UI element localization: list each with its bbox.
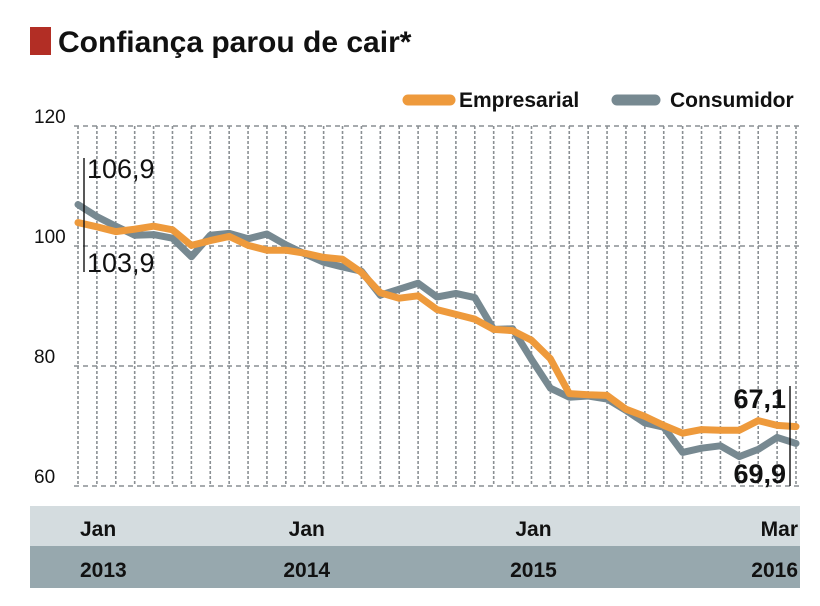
y-tick-label: 60 bbox=[34, 467, 55, 488]
annotation-empresarial-start: 103,9 bbox=[87, 248, 155, 278]
grid bbox=[74, 125, 802, 487]
chart-title: Confiança parou de cair* bbox=[58, 26, 412, 59]
x-tick-year: 2013 bbox=[80, 559, 127, 582]
legend: Empresarial Consumidor bbox=[402, 89, 794, 112]
x-tick-year: 2015 bbox=[510, 559, 557, 582]
y-axis: 60 80 100 120 bbox=[34, 107, 66, 488]
x-tick-month: Jan bbox=[80, 518, 116, 541]
series-line-empresarial bbox=[74, 219, 800, 437]
annotation-end-lower: 69,9 bbox=[733, 459, 786, 489]
legend-label-consumidor: Consumidor bbox=[670, 89, 794, 112]
x-tick-month: Jan bbox=[289, 518, 325, 541]
series-lines bbox=[74, 201, 800, 461]
y-tick-label: 120 bbox=[34, 107, 66, 128]
x-tick-month: Mar bbox=[761, 518, 798, 541]
x-axis: Jan 2013 Jan 2014 Jan 2015 Mar 2016 bbox=[80, 518, 798, 582]
annotation-end-upper: 67,1 bbox=[733, 384, 786, 414]
y-tick-label: 100 bbox=[34, 227, 66, 248]
x-tick-month: Jan bbox=[515, 518, 551, 541]
x-axis-month-band bbox=[30, 506, 800, 546]
y-tick-label: 80 bbox=[34, 347, 55, 368]
x-axis-year-band bbox=[30, 546, 800, 588]
annotations: 106,9 103,9 67,1 69,9 bbox=[83, 154, 791, 489]
legend-label-empresarial: Empresarial bbox=[459, 89, 579, 112]
x-tick-year: 2014 bbox=[283, 559, 330, 582]
annotation-consumidor-start: 106,9 bbox=[87, 154, 155, 184]
title-marker bbox=[30, 27, 51, 55]
series-line-consumidor bbox=[74, 201, 800, 461]
x-tick-year: 2016 bbox=[751, 559, 798, 582]
